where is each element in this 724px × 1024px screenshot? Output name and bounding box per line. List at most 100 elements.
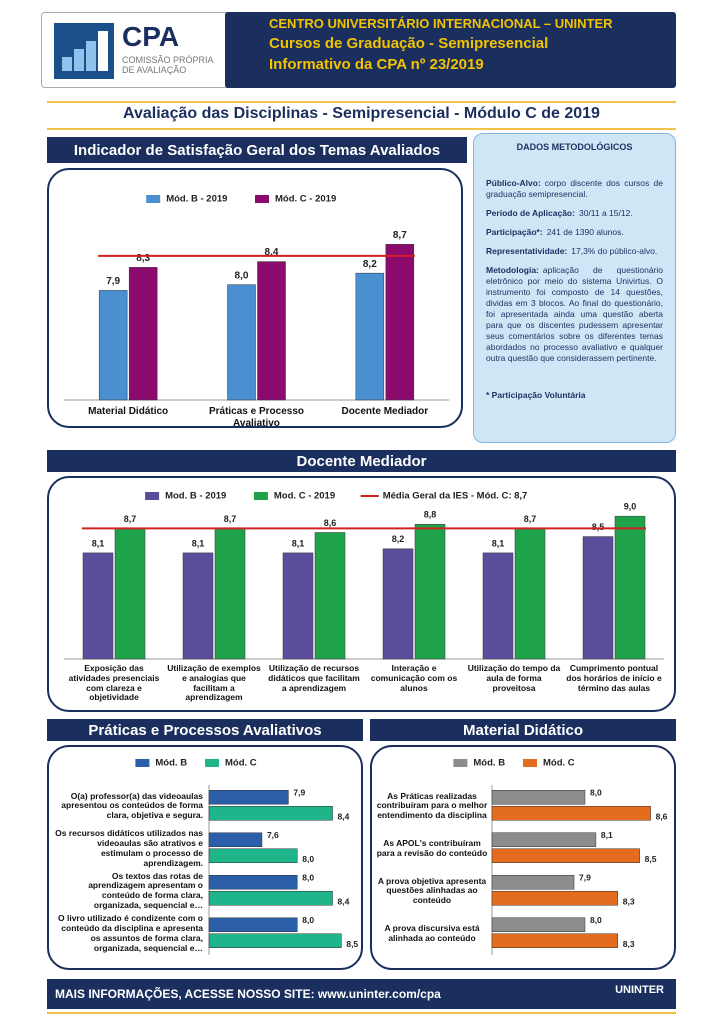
methodology-text: aplicação de questionário eletrônico por… [486,264,663,364]
value-label: 8,1 [92,538,105,548]
value-label: 7,6 [267,830,279,840]
bar [314,532,346,660]
value-label: 8,0 [590,788,602,798]
category-label: Interação e comunicação com os alunos [370,663,458,693]
category-label: Cumprimento pontual dos horários de iníc… [566,663,662,693]
methodology-label: Representatividade: [486,245,568,256]
value-label: 8,3 [623,897,635,907]
value-label: 8,0 [302,854,314,864]
header-line: CENTRO UNIVERSITÁRIO INTERNACIONAL – UNI… [269,16,613,31]
bar [227,284,256,401]
methodology-box: DADOS METODOLÓGICOS Público-Alvo: corpo d… [473,133,676,443]
methodology-label: Público-Alvo: [486,177,541,188]
legend-swatch [146,195,161,203]
methodology-note: * Participação Voluntária [486,390,586,401]
footer: MAIS INFORMAÇÕES, ACESSE NOSSO SITE: www… [47,979,676,1009]
bar [491,875,575,890]
footer-logo: UNINTER [615,984,664,996]
bar [491,933,619,948]
methodology-label: Participação*: [486,226,543,237]
rule [47,101,676,103]
legend-label: Mód. C [225,758,257,769]
value-label: 8,0 [302,873,314,883]
logo-icon [54,23,114,79]
bar [208,832,263,847]
bar [614,515,646,660]
legend-swatch [453,759,468,767]
methodology-label: Metodologia: [486,264,539,275]
bar [182,552,214,660]
bar [208,790,289,805]
legend-label: Mód. B [473,758,505,769]
bar [282,552,314,660]
footer-text: MAIS INFORMAÇÕES, ACESSE NOSSO SITE: www… [55,987,441,1001]
bar [98,290,128,401]
section-heading: Indicador de Satisfação Geral dos Temas … [47,137,467,163]
category-label: O(a) professor(a) das videoaulas apresen… [61,790,203,821]
value-label: 8,4 [338,812,350,822]
value-label: 8,4 [265,247,279,258]
header-box: CENTRO UNIVERSITÁRIO INTERNACIONAL – UNI… [225,12,676,88]
chart: Mód. B Mód. C 8,0 8,6 8,1 8,5 7,9 8,3 8,0 8,3 [453,758,668,955]
chart: Mód. B Mód. C 7,9 8,4 7,6 8,0 8,0 8,4 8,0 8,5 [135,758,358,955]
bar [208,848,298,863]
bar [414,524,446,660]
legend-swatch [253,492,268,500]
value-label: 8,1 [601,830,613,840]
legend-swatch [523,759,537,767]
category-label: As APOL's contribuíram para a revisão do… [376,837,488,858]
chart-panel: Mod. B - 2019 Mod. C - 2019 Média Geral da… [47,476,676,712]
value-label: 8,0 [235,270,249,281]
methodology-text: corpo discente dos cursos de graduação s… [486,177,663,199]
legend-label: Mod. C - 2019 [274,491,335,502]
category-label: O livro utilizado é condizente com o con… [58,913,203,953]
category-label: Utilização de exemplos e analogias que f… [167,663,261,703]
value-label: 8,5 [592,522,605,532]
category-label: A prova objetiva apresenta questões alin… [377,875,487,906]
legend-swatch [135,759,150,767]
value-label: 7,9 [106,276,120,287]
bar [82,552,114,660]
methodology-item: Período de Aplicação: 30/11 a 15/12. [486,208,663,219]
legend-label: Mód. B - 2019 [166,194,227,205]
value-label: 8,0 [590,915,602,925]
page-title: Avaliação das Disciplinas - Semipresenci… [123,105,600,122]
value-label: 8,3 [136,253,150,264]
logo-title: CPA [122,21,180,52]
chart-panel: Mód. B Mód. C 7,9 8,4 7,6 8,0 8,0 8,4 8,0 8,5 O(a)… [47,745,363,970]
bar [208,933,342,948]
value-label: 8,2 [363,259,377,270]
value-label: 8,6 [656,812,668,822]
bar [208,806,333,821]
methodology-title: DADOS METODOLÓGICOS [516,142,633,152]
methodology-item: Representatividade: 17,3% do público-alvo… [486,246,663,257]
category-label: As Práticas realizadas contribuíram para… [376,790,488,821]
bar [208,891,333,906]
category-label: Docente Mediador [341,406,429,417]
bar [128,267,158,401]
legend-swatch [205,759,219,767]
bar [514,528,546,660]
section-heading: Docente Mediador [47,450,676,472]
value-label: 8,2 [392,534,405,544]
value-label: 8,8 [424,510,437,520]
value-label: 7,9 [293,788,305,798]
bar [114,528,146,660]
bar [214,528,246,660]
methodology-text: 241 de 1390 alunos. [546,226,624,237]
rule [47,1012,676,1014]
category-label: Exposição das atividades presenciais com… [68,663,160,703]
value-label: 8,5 [645,854,657,864]
category-label: Material Didático [88,406,169,417]
chart: Mod. B - 2019 Mod. C - 2019 Média Geral da… [64,491,664,660]
methodology-label: Período de Aplicação: [486,207,575,218]
category-label: A prova discursiva está alinhada ao cont… [384,922,480,943]
value-label: 8,7 [224,514,237,524]
legend-label: Mód. C - 2019 [275,194,336,205]
legend-label: Média Geral da IES - Mód. C: 8,7 [383,491,528,502]
logo-subtitle: COMISSÃO PRÓPRIA DE AVALIAÇÃO [122,55,214,76]
bar [491,806,651,821]
value-label: 8,6 [324,518,337,528]
bar [491,848,640,863]
